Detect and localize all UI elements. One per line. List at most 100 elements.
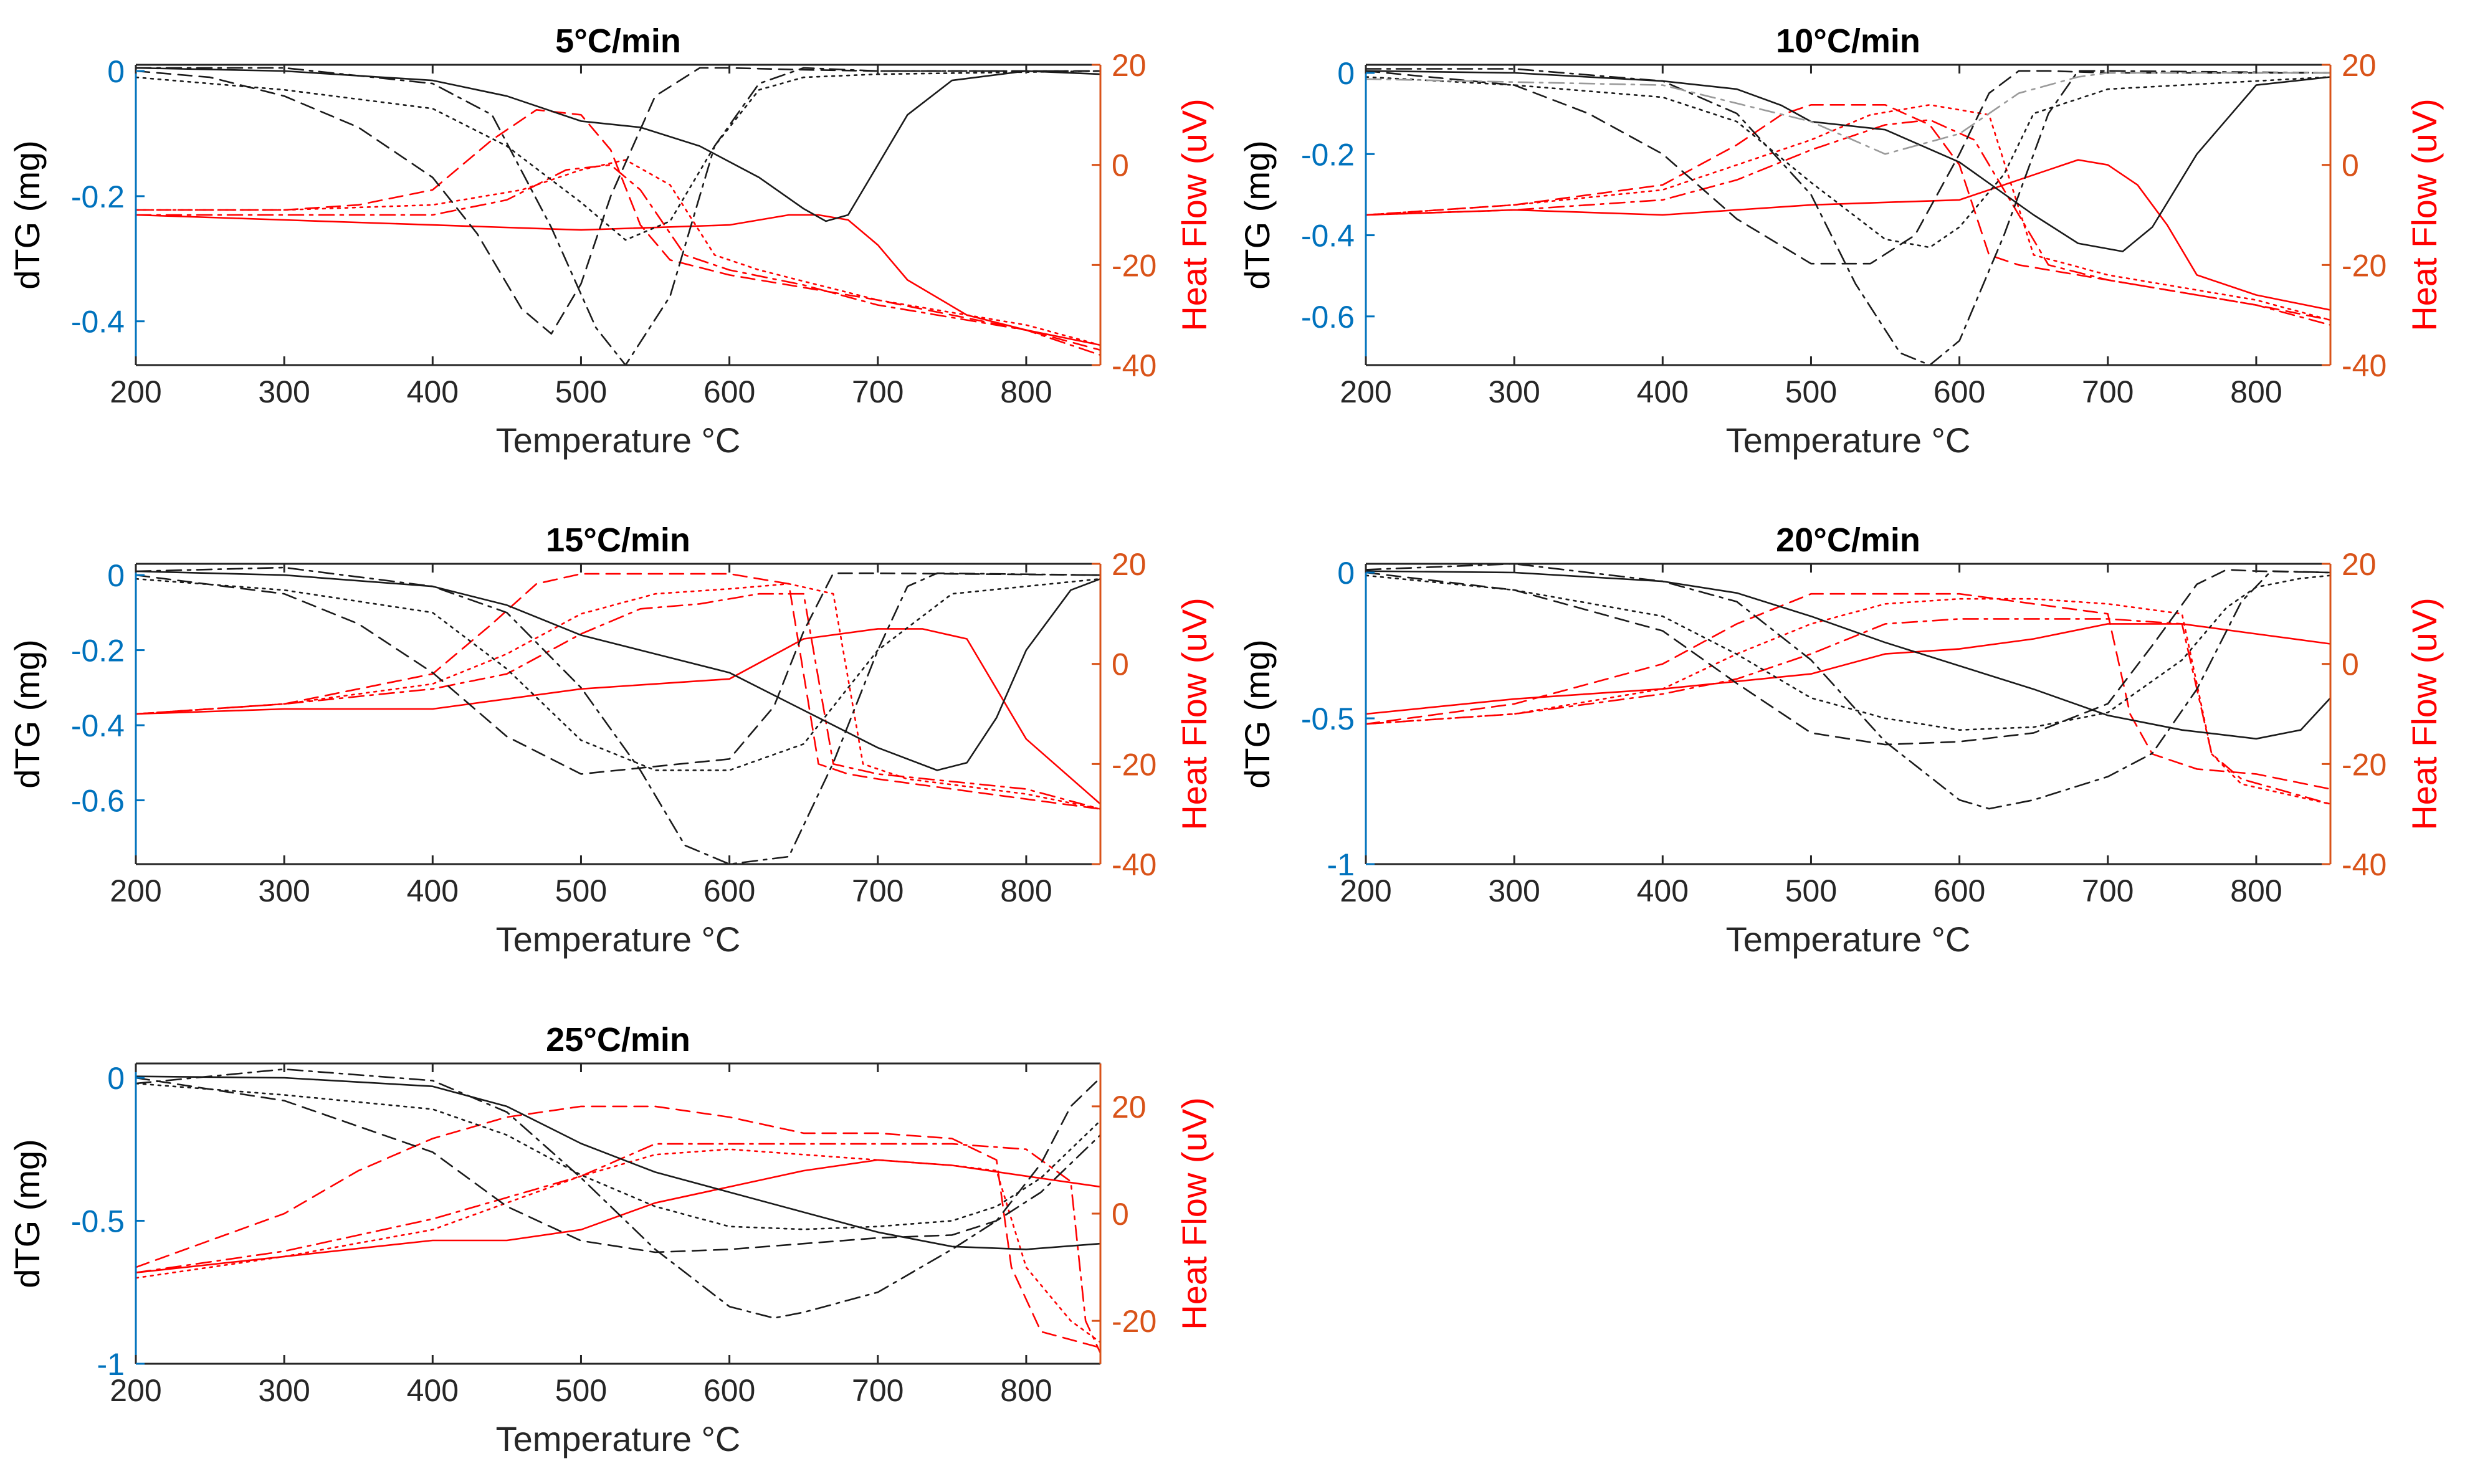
dtg-line-solid [1366, 70, 2330, 252]
dtg-line-solid [136, 570, 1100, 771]
y-right-tick-label: 0 [1112, 647, 1129, 682]
y-right-axis-label: Heat Flow (uV) [1175, 597, 1214, 830]
x-axis-label: Temperature °C [496, 421, 741, 460]
y-left-tick-label: 0 [107, 54, 125, 89]
y-right-tick-label: 0 [2342, 647, 2359, 682]
y-left-tick-label: -0.5 [1301, 702, 1355, 736]
dtg-line-dashdot [136, 1068, 1100, 1319]
y-right-tick-label: 20 [2342, 48, 2377, 83]
x-tick-label: 400 [407, 1373, 459, 1408]
y-left-tick-label: 0 [107, 1061, 125, 1096]
x-tick-label: 300 [258, 1373, 310, 1408]
y-right-tick-label: -20 [1112, 248, 1156, 283]
x-tick-label: 200 [1340, 374, 1391, 409]
series-group [1366, 564, 2330, 810]
x-tick-label: 600 [1934, 873, 1985, 908]
series-group [136, 1068, 1100, 1354]
y-right-tick-label: 20 [2342, 547, 2377, 582]
x-tick-label: 300 [258, 873, 310, 908]
x-tick-label: 400 [1637, 374, 1689, 409]
x-tick-label: 300 [258, 374, 310, 409]
y-left-tick-label: -0.5 [71, 1204, 125, 1239]
y-right-axis-label: Heat Flow (uV) [1175, 98, 1214, 331]
heat-flow-line-solid [136, 628, 1100, 805]
plot-area [136, 564, 1100, 864]
y-right-tick-label: 20 [1112, 48, 1147, 83]
x-tick-label: 600 [703, 1373, 755, 1408]
dtg-line-dashed [1366, 569, 2330, 746]
y-left-tick-label: 0 [107, 558, 125, 593]
y-left-tick-label: -0.2 [71, 179, 125, 214]
x-axis-label: Temperature °C [1726, 920, 1971, 959]
y-left-tick-label: 0 [1337, 556, 1355, 591]
y-right-tick-label: -40 [2342, 847, 2387, 882]
x-tick-label: 200 [110, 1373, 161, 1408]
x-tick-label: 600 [703, 873, 755, 908]
x-tick-label: 500 [1785, 873, 1837, 908]
x-tick-label: 800 [2230, 374, 2282, 409]
dtg-line-dashed [136, 67, 1100, 335]
heat-flow-line-dashed [1366, 592, 2330, 790]
dtg-line-solid [136, 1075, 1100, 1250]
dtg-line-dashdot [136, 566, 1100, 864]
heat-flow-line-dashed [136, 109, 1100, 351]
subplot-3: 200 300 400 500 600 700 8000-0.5-1200-20-4020°… [1237, 521, 2444, 959]
heat-flow-line-dashdot [1366, 618, 2330, 805]
y-left-tick-label: -1 [97, 1347, 125, 1382]
x-tick-label: 500 [1785, 374, 1837, 409]
plot-area [1366, 65, 2330, 365]
dtg-line-dashed [1366, 70, 2330, 265]
x-axis-label: Temperature °C [496, 920, 741, 959]
chart-title: 25°C/min [546, 1021, 690, 1058]
y-left-tick-label: -0.6 [71, 784, 125, 819]
dtg-line-dashed [136, 572, 1100, 775]
heat-flow-line-solid [1366, 623, 2330, 715]
x-tick-label: 700 [852, 374, 904, 409]
x-tick-label: 600 [703, 374, 755, 409]
x-tick-label: 700 [852, 1373, 904, 1408]
dtg-line-dotted [136, 578, 1100, 771]
x-tick-label: 200 [110, 873, 161, 908]
y-left-tick-label: -0.4 [1301, 219, 1355, 254]
y-left-axis-label: dTG (mg) [1237, 639, 1277, 789]
x-tick-label: 800 [2230, 873, 2282, 908]
y-right-tick-label: -40 [1112, 348, 1156, 383]
y-right-tick-label: -40 [2342, 348, 2387, 383]
y-right-axis-label: Heat Flow (uV) [2405, 597, 2444, 830]
subplot-4: 200 300 400 500 600 700 8000-0.5-1200-2025°C/m… [7, 1021, 1214, 1458]
dtg-line-dashdot [136, 67, 1100, 365]
x-tick-label: 400 [1637, 873, 1689, 908]
subplot-0: 200 300 400 500 600 700 8000-0.2-0.4200-20-405… [7, 22, 1214, 460]
x-tick-label: 500 [555, 374, 607, 409]
dtg-line-dashed [136, 1077, 1100, 1253]
x-tick-label: 300 [1488, 873, 1540, 908]
y-right-tick-label: 0 [1112, 148, 1129, 183]
series-group [1366, 68, 2330, 365]
y-right-tick-label: 20 [1112, 1090, 1147, 1125]
heat-flow-line-dotted [136, 159, 1100, 346]
y-left-axis-label: dTG (mg) [1237, 140, 1277, 290]
dtg-line-dashdot [1366, 564, 2330, 810]
y-right-axis-label: Heat Flow (uV) [1175, 1097, 1214, 1329]
y-right-tick-label: -20 [2342, 248, 2387, 283]
series-group [136, 566, 1100, 864]
x-tick-label: 500 [555, 1373, 607, 1408]
heat-flow-line-dotted [1366, 597, 2330, 805]
y-left-axis-label: dTG (mg) [7, 639, 47, 789]
subplot-1: 200 300 400 500 600 700 8000-0.2-0.4-0.6200-20… [1237, 22, 2444, 460]
y-left-tick-label: 0 [1337, 56, 1355, 91]
y-left-tick-label: -0.2 [71, 634, 125, 668]
x-tick-label: 700 [2082, 873, 2134, 908]
x-tick-label: 600 [1934, 374, 1985, 409]
x-tick-label: 200 [110, 374, 161, 409]
plot-area [1366, 564, 2330, 864]
chart-title: 20°C/min [1776, 521, 1920, 559]
x-tick-label: 800 [1000, 873, 1052, 908]
chart-title: 15°C/min [546, 521, 690, 559]
y-right-tick-label: 20 [1112, 547, 1147, 582]
x-tick-label: 400 [407, 873, 459, 908]
dtg-line-dashdot_light [1366, 72, 2330, 155]
heat-flow-line-dotted [1366, 104, 2330, 321]
x-tick-label: 200 [1340, 873, 1391, 908]
subplot-2: 200 300 400 500 600 700 8000-0.2-0.4-0.6200-20… [7, 521, 1214, 959]
